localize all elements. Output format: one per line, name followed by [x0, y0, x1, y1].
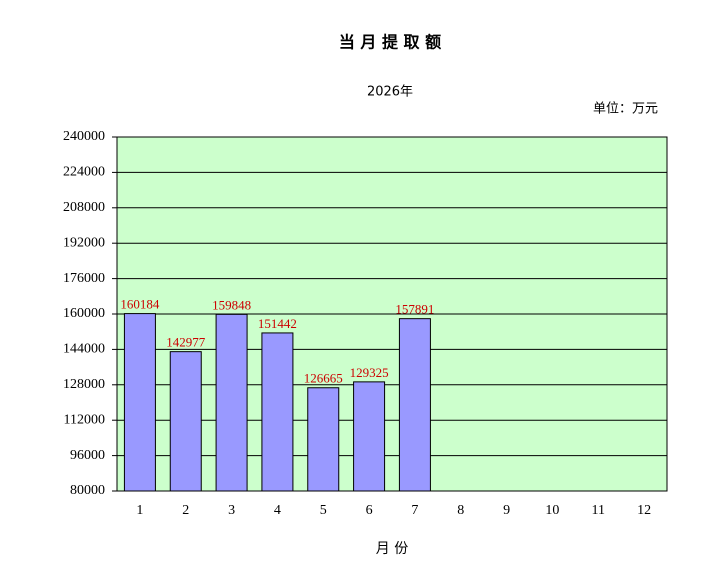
y-tick-label: 224000 — [63, 165, 105, 180]
x-tick-label: 6 — [366, 503, 373, 518]
x-tick-label: 10 — [545, 503, 559, 518]
y-tick-label: 80000 — [70, 483, 105, 498]
x-tick-label: 9 — [503, 503, 510, 518]
y-tick-label: 96000 — [70, 448, 105, 463]
bar — [215, 313, 248, 492]
value-label: 129325 — [350, 365, 389, 380]
y-tick-label: 160000 — [63, 306, 105, 321]
y-tick-label: 144000 — [63, 342, 105, 357]
value-label: 142977 — [166, 335, 206, 350]
bar — [307, 387, 340, 492]
bar — [123, 313, 156, 492]
value-label: 160184 — [120, 297, 160, 312]
x-tick-label: 5 — [320, 503, 327, 518]
y-tick-label: 208000 — [63, 200, 105, 215]
x-tick-label: 12 — [637, 503, 651, 518]
bar — [261, 332, 294, 492]
x-tick-label: 2 — [182, 503, 189, 518]
y-tick-label: 192000 — [63, 235, 105, 250]
y-tick-label: 112000 — [64, 412, 105, 427]
x-tick-label: 7 — [411, 503, 418, 518]
x-tick-label: 11 — [592, 503, 605, 518]
unit-label: 单位：万元 — [593, 102, 658, 117]
bar — [353, 381, 386, 492]
value-label: 151442 — [258, 316, 297, 331]
chart-title: 当 月 提 取 额 — [339, 33, 441, 52]
bar — [398, 318, 431, 492]
y-tick-label: 240000 — [63, 129, 105, 144]
x-tick-label: 4 — [274, 503, 281, 518]
chart-subtitle: 2026年 — [367, 85, 413, 100]
x-tick-label: 1 — [136, 503, 143, 518]
x-axis-label: 月 份 — [376, 541, 408, 557]
x-tick-label: 3 — [228, 503, 235, 518]
value-label: 159848 — [212, 297, 251, 312]
y-tick-label: 176000 — [63, 271, 105, 286]
value-label: 126665 — [304, 371, 343, 386]
bar — [169, 351, 202, 492]
y-tick-label: 128000 — [63, 377, 105, 392]
value-label: 157891 — [395, 302, 434, 317]
x-tick-label: 8 — [457, 503, 464, 518]
